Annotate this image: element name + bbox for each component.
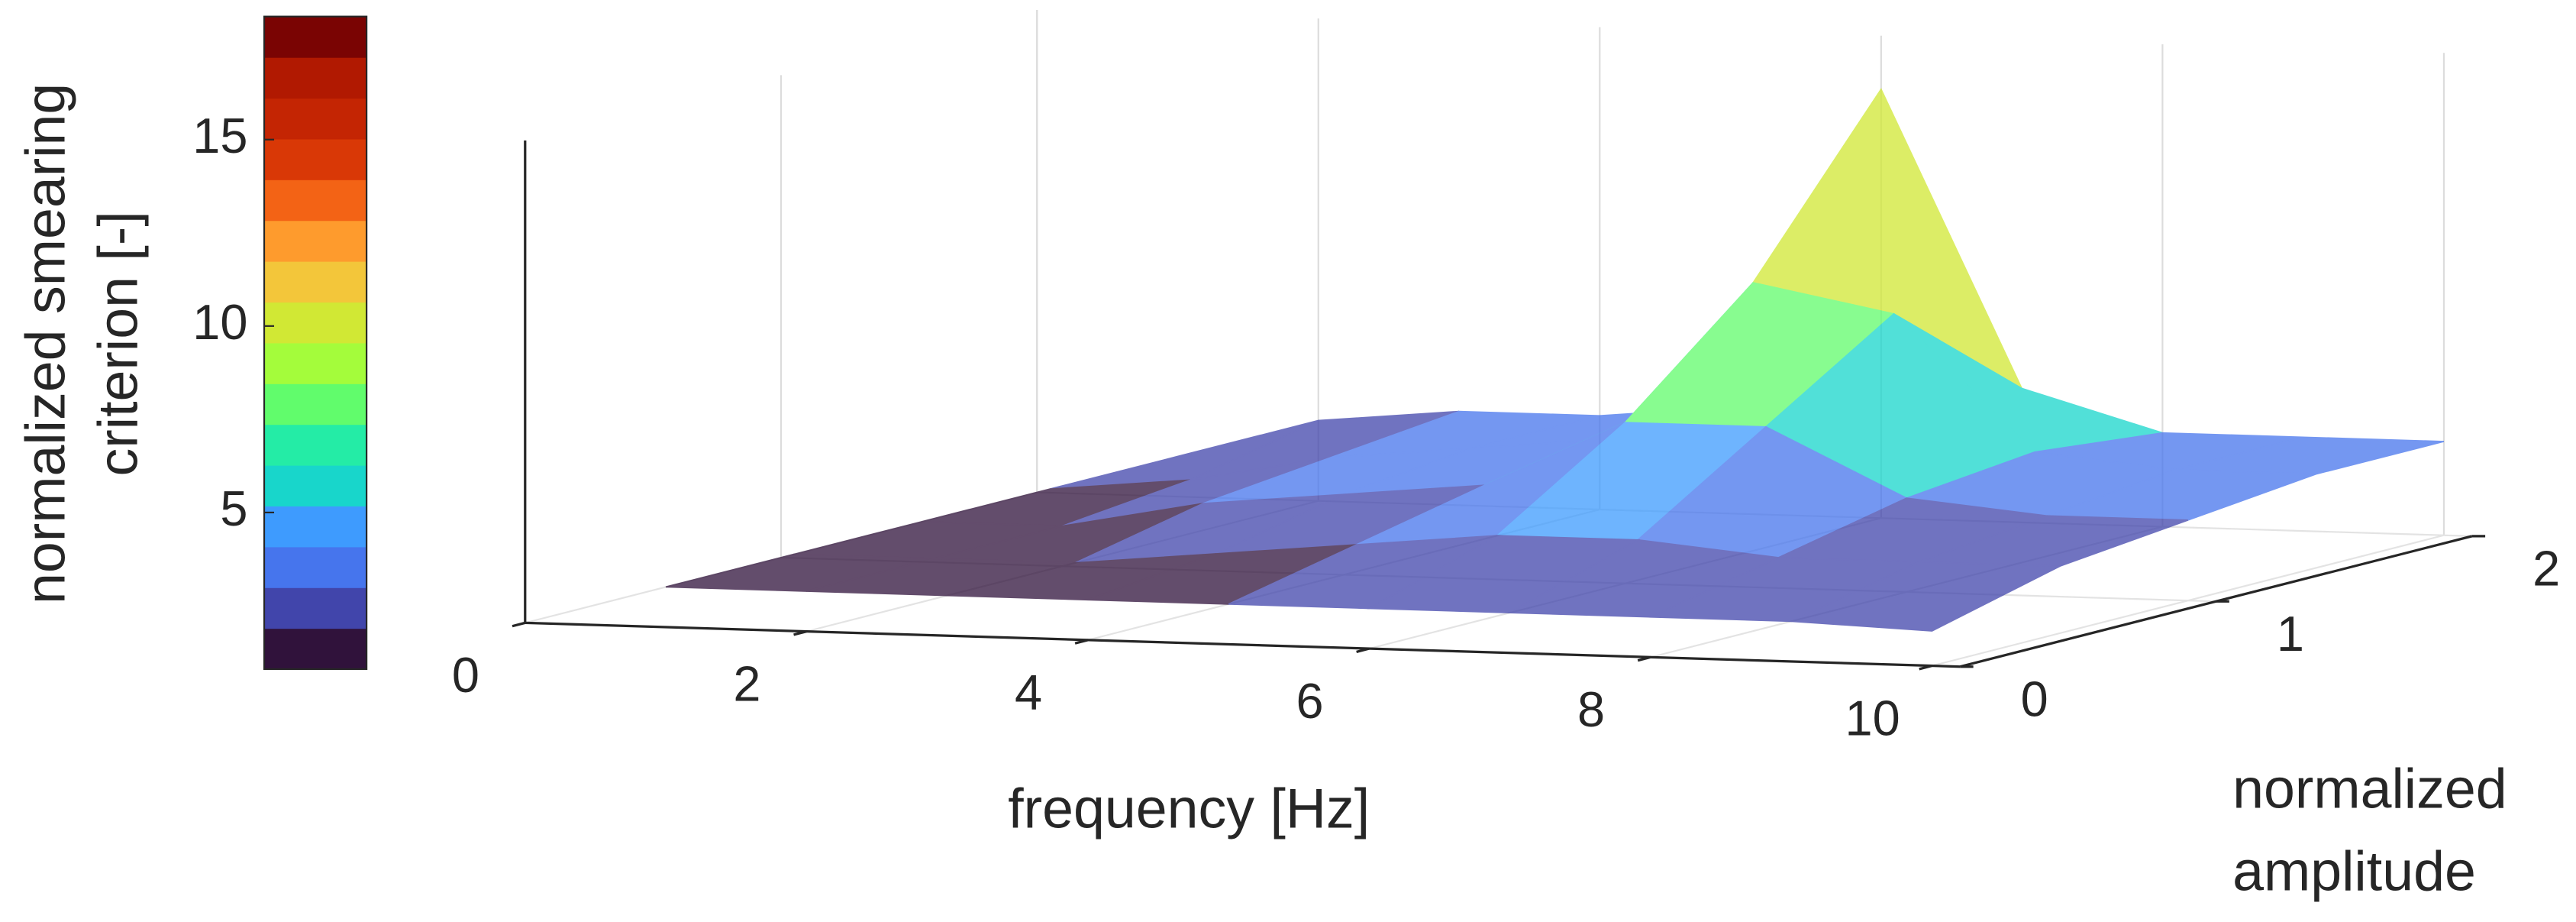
y-axis-label: normalized xyxy=(2232,757,2507,820)
colorbar-band xyxy=(264,16,367,58)
colorbar-band xyxy=(264,98,367,140)
plot-area: 0 2 4 6 8 10 0 1 2 frequency [Hz] normalized amplit… xyxy=(13,9,2560,903)
x-tick xyxy=(1356,647,1370,653)
colorbar-band xyxy=(264,506,367,548)
surface-patch xyxy=(1790,561,2061,632)
colorbar-tick-label: 10 xyxy=(192,294,247,350)
colorbar-band xyxy=(264,302,367,344)
colorbar-band xyxy=(264,57,367,99)
colorbar-band xyxy=(264,260,367,303)
colorbar-band xyxy=(264,342,367,384)
x-axis xyxy=(525,621,1961,668)
colorbar-label: criterion [-] xyxy=(86,211,149,476)
x-tick-label: 4 xyxy=(1015,665,1042,720)
x-tick-label: 8 xyxy=(1577,681,1605,737)
x-tick-label: 6 xyxy=(1296,673,1323,729)
colorbar-band xyxy=(264,628,367,670)
colorbar-frame xyxy=(263,15,368,671)
x-tick-label: 0 xyxy=(452,647,479,703)
x-tick xyxy=(512,621,526,628)
colorbar-band xyxy=(264,424,367,466)
colorbar-band xyxy=(264,138,367,180)
x-tick xyxy=(1637,655,1651,662)
y-tick-label: 0 xyxy=(2021,671,2048,726)
x-axis-label: frequency [Hz] xyxy=(1008,777,1370,840)
colorbar-tick-label: 5 xyxy=(220,480,247,536)
x-tick-label: 2 xyxy=(733,655,760,711)
colorbar-band xyxy=(264,383,367,425)
colorbar-band xyxy=(264,220,367,262)
x-tick xyxy=(793,630,807,636)
x-tick-label: 10 xyxy=(1845,690,1900,746)
colorbar-tick-label: 15 xyxy=(192,108,247,163)
x-tick xyxy=(1919,665,1932,671)
colorbar-band xyxy=(264,180,367,222)
y-tick-label: 2 xyxy=(2532,541,2560,597)
y-axis-label: amplitude xyxy=(2232,840,2476,903)
x-tick xyxy=(1074,639,1089,645)
colorbar-band xyxy=(264,587,367,629)
colorbar-band xyxy=(264,546,367,588)
colorbar-label: normalized smearing xyxy=(13,83,76,604)
y-tick-label: 1 xyxy=(2277,606,2304,662)
colorbar-band xyxy=(264,464,367,507)
surface xyxy=(665,88,2445,632)
